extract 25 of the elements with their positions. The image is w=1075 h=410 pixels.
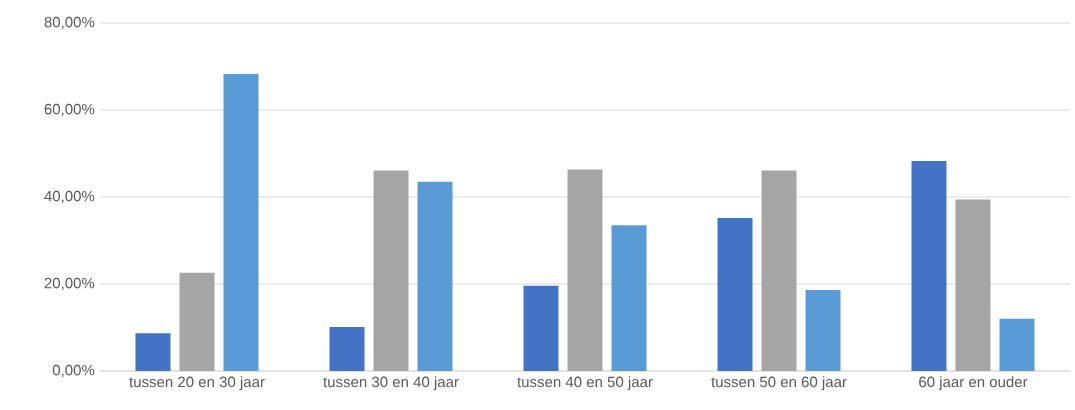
bar bbox=[911, 160, 947, 371]
bar bbox=[611, 225, 647, 371]
bar bbox=[329, 327, 365, 371]
bar bbox=[955, 199, 991, 371]
bar bbox=[523, 285, 559, 371]
y-tick-label: 40,00% bbox=[44, 190, 95, 204]
bar bbox=[179, 272, 215, 371]
bar bbox=[999, 318, 1035, 371]
y-tick-label: 60,00% bbox=[44, 103, 95, 117]
y-tick-label: 80,00% bbox=[44, 16, 95, 30]
bar bbox=[761, 170, 797, 371]
y-tick-label: 20,00% bbox=[44, 277, 95, 291]
bar bbox=[567, 169, 603, 371]
bar bbox=[805, 290, 841, 371]
bar bbox=[717, 217, 753, 371]
bar bbox=[417, 181, 453, 371]
y-tick-label: 0,00% bbox=[52, 364, 95, 378]
x-tick-label: tussen 50 en 60 jaar bbox=[711, 376, 847, 391]
x-tick-label: tussen 40 en 50 jaar bbox=[517, 376, 653, 391]
x-tick-label: tussen 20 en 30 jaar bbox=[129, 376, 265, 391]
x-tick-label: tussen 30 en 40 jaar bbox=[323, 376, 459, 391]
bar bbox=[135, 333, 171, 371]
bar bbox=[373, 170, 409, 371]
x-tick-label: 60 jaar en ouder bbox=[919, 376, 1028, 391]
bar bbox=[223, 73, 259, 371]
